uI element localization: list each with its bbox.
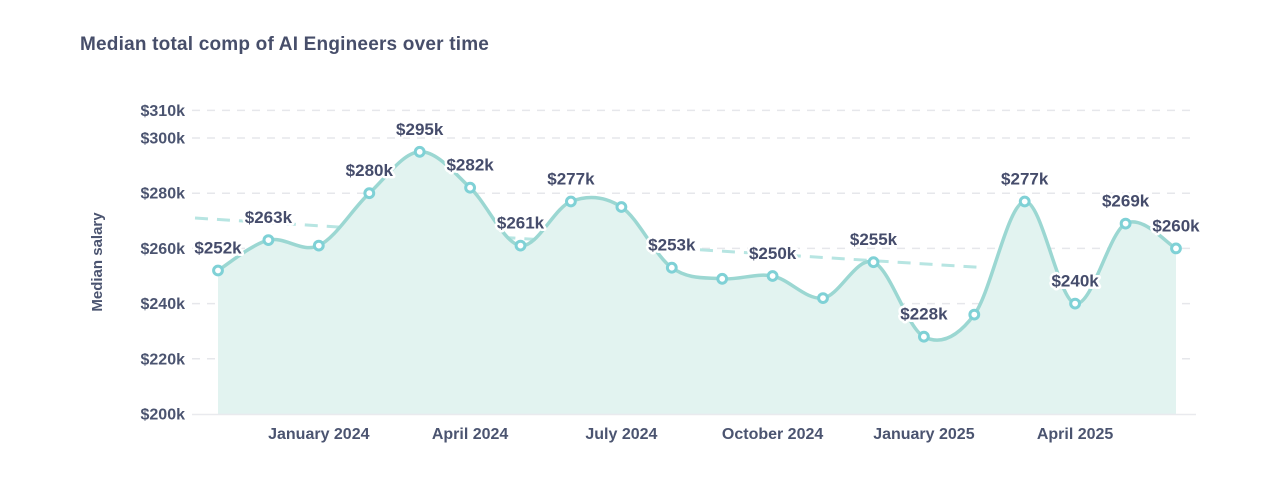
y-tick-label: $300k	[141, 131, 186, 148]
data-point-marker[interactable]	[766, 270, 779, 282]
data-point-marker[interactable]	[1119, 217, 1132, 230]
area-fill	[218, 151, 1176, 414]
data-point-marker[interactable]	[514, 239, 527, 252]
y-tick-label: $220k	[141, 351, 186, 368]
data-point-label: $263k	[245, 208, 293, 227]
data-point-label: $269k	[1102, 192, 1150, 211]
y-tick-label: $260k	[141, 241, 186, 258]
data-point-marker[interactable]	[363, 187, 376, 200]
x-tick-label: January 2025	[873, 426, 975, 443]
data-point-label: $277k	[1001, 170, 1049, 189]
data-point-label: $280k	[346, 161, 394, 180]
data-point-marker[interactable]	[817, 292, 829, 305]
data-point-marker[interactable]	[918, 330, 930, 343]
data-point-marker[interactable]	[413, 145, 426, 158]
data-point-marker[interactable]	[262, 234, 275, 247]
data-point-marker[interactable]	[716, 272, 729, 285]
data-point-marker[interactable]	[665, 261, 678, 274]
data-point-label: $252k	[194, 239, 242, 258]
data-point-marker[interactable]	[615, 201, 628, 213]
x-tick-label: January 2024	[268, 426, 370, 443]
data-point-label: $253k	[648, 236, 696, 255]
chart-title: Median total comp of AI Engineers over t…	[80, 34, 490, 55]
y-tick-label: $280k	[141, 186, 186, 203]
x-tick-label: October 2024	[722, 426, 823, 443]
data-point-label: $250k	[749, 244, 797, 263]
data-point-marker[interactable]	[867, 256, 880, 269]
data-point-marker[interactable]	[968, 308, 981, 321]
data-point-marker[interactable]	[464, 181, 477, 194]
data-point-label: $240k	[1051, 272, 1099, 291]
data-point-marker[interactable]	[1018, 195, 1031, 208]
x-tick-label: April 2024	[432, 426, 509, 443]
data-point-label: $277k	[547, 170, 595, 189]
data-point-label: $261k	[497, 214, 545, 233]
data-point-marker[interactable]	[312, 239, 325, 252]
data-point-marker[interactable]	[1069, 297, 1081, 310]
y-tick-label: $240k	[141, 296, 186, 313]
data-point-marker[interactable]	[212, 264, 224, 277]
y-tick-label: $200k	[141, 407, 186, 424]
x-tick-label: April 2025	[1037, 426, 1114, 443]
data-point-marker[interactable]	[565, 195, 577, 208]
x-tick-label: July 2024	[585, 426, 657, 443]
data-point-label: $228k	[900, 305, 948, 324]
data-point-label: $282k	[446, 156, 494, 175]
data-point-label: $255k	[850, 230, 898, 249]
y-tick-label: $310k	[141, 103, 186, 120]
data-point-label: $295k	[396, 120, 444, 139]
data-point-marker[interactable]	[1170, 242, 1182, 255]
y-axis-title: Median salary	[89, 212, 106, 312]
data-point-label: $260k	[1152, 216, 1200, 235]
